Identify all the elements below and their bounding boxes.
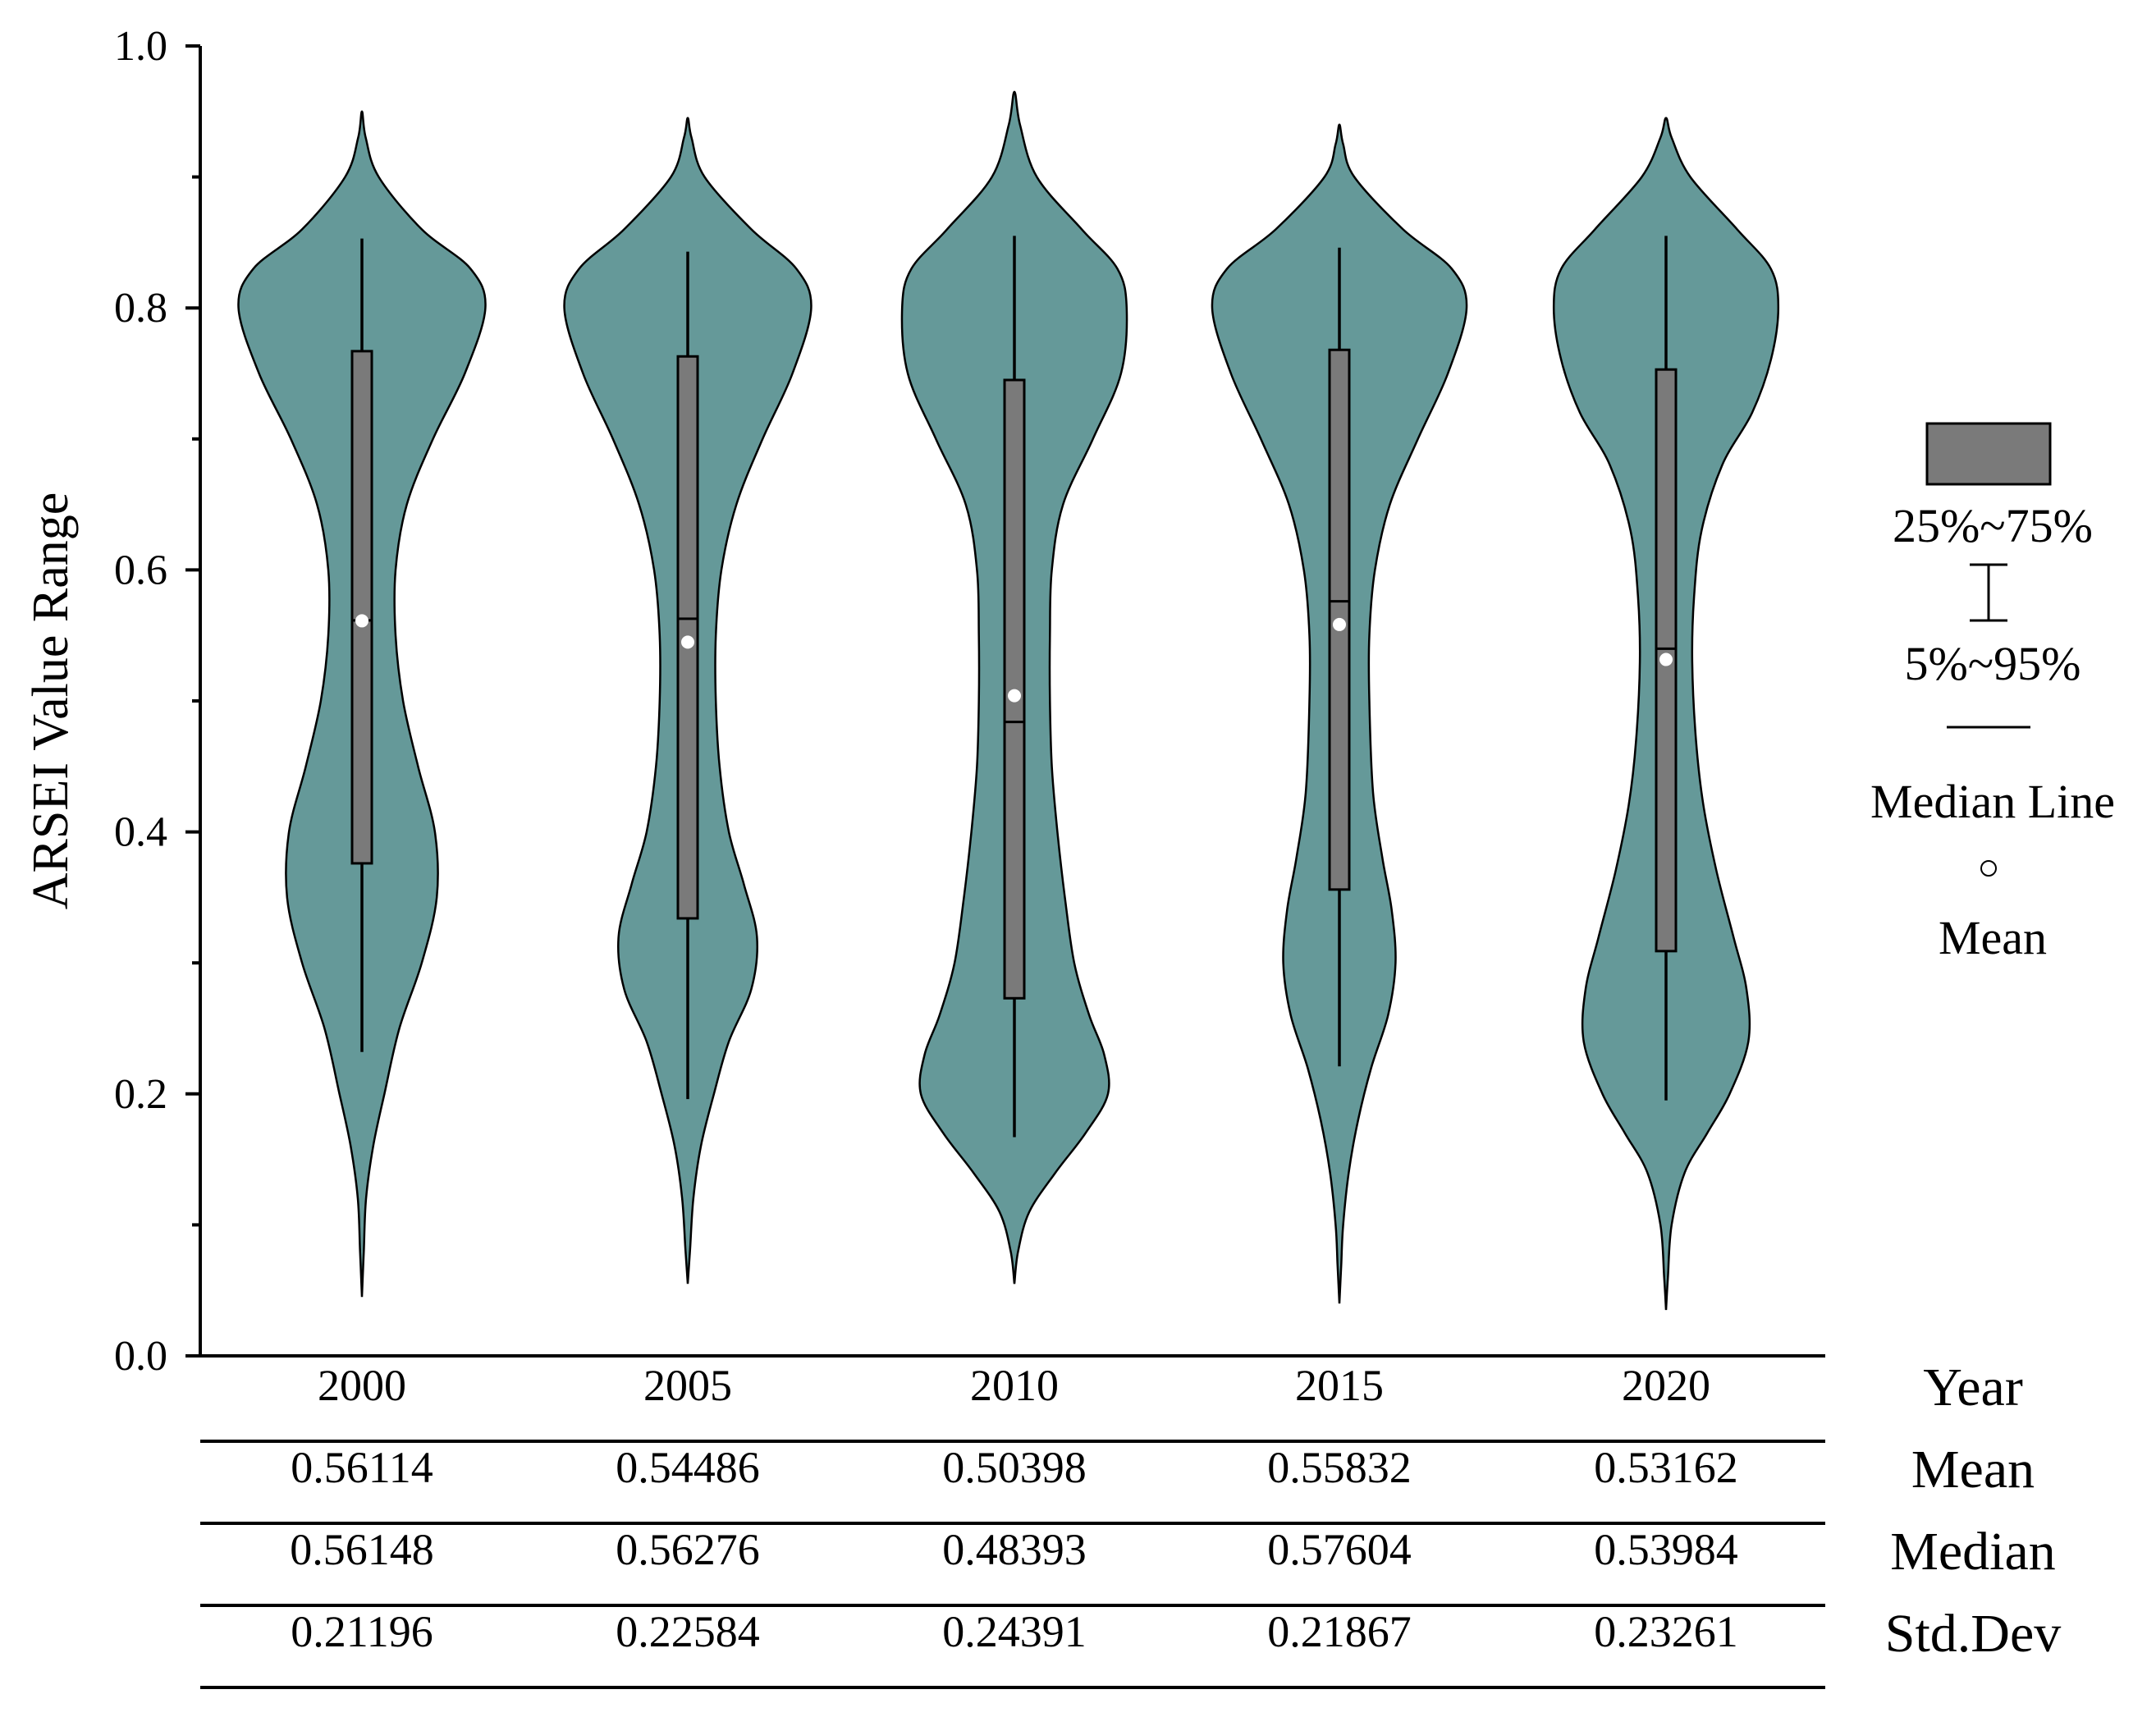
table-cell-year: 2005 [643, 1361, 732, 1410]
table-cell-std: 0.21867 [1267, 1607, 1412, 1656]
table-cell-mean: 0.54486 [616, 1443, 760, 1492]
table-cell-mean: 0.53162 [1594, 1443, 1738, 1492]
mean-marker [681, 635, 694, 649]
mean-marker [1333, 617, 1346, 631]
y-tick-label: 0.6 [114, 547, 167, 593]
table-cell-median: 0.56148 [290, 1525, 434, 1574]
y-ticks: 0.0 0.2 0.4 0.6 0.8 1.0 [114, 23, 200, 1380]
y-axis-title: ARSEI Value Range [23, 492, 79, 910]
table-cell-std: 0.23261 [1594, 1607, 1738, 1656]
table-cell-year: 2015 [1295, 1361, 1384, 1410]
y-tick-label: 0.0 [114, 1333, 167, 1380]
legend-median-label: Median Line [1870, 775, 2115, 828]
table-cell-median: 0.57604 [1267, 1525, 1412, 1574]
table-cell-std: 0.22584 [616, 1607, 760, 1656]
table-row-label: Year [1923, 1358, 2023, 1417]
violins-layer [237, 90, 1780, 1311]
stats-table: 2000 2005 2010 2015 2020 0.56114 0.54486 0.5039… [200, 1358, 2062, 1689]
table-cell-year: 2020 [1622, 1361, 1710, 1410]
table-cell-year: 2010 [970, 1361, 1059, 1410]
legend: 25%~75% 5%~95% Median Line Mean [1870, 422, 2115, 964]
y-tick-label: 1.0 [114, 23, 167, 70]
legend-whisker-label: 5%~95% [1904, 637, 2080, 690]
y-tick-label: 0.2 [114, 1071, 167, 1118]
violin-2015 [1211, 123, 1468, 1304]
legend-box-label: 25%~75% [1893, 499, 2093, 552]
violin-2005 [563, 117, 813, 1284]
legend-mean-marker [1980, 860, 1997, 877]
table-cell-mean: 0.56114 [291, 1443, 433, 1492]
table-cell-median: 0.56276 [616, 1525, 760, 1574]
y-tick-label: 0.8 [114, 285, 167, 332]
table-cell-mean: 0.55832 [1267, 1443, 1412, 1492]
table-cell-median: 0.48393 [942, 1525, 1087, 1574]
table-cell-std: 0.24391 [942, 1607, 1087, 1656]
iqr-box [350, 350, 373, 865]
violin-2010 [900, 90, 1128, 1284]
legend-box-swatch [1925, 422, 2052, 486]
violin-2020 [1552, 117, 1780, 1311]
table-cell-mean: 0.50398 [942, 1443, 1087, 1492]
table-row-label: Mean [1911, 1440, 2035, 1500]
table-cell-median: 0.53984 [1594, 1525, 1738, 1574]
violin-2000 [237, 110, 487, 1298]
legend-mean-label: Mean [1939, 911, 2047, 964]
table-cell-year: 2000 [318, 1361, 406, 1410]
table-cell-std: 0.21196 [291, 1607, 433, 1656]
table-row-label: Median [1890, 1522, 2056, 1582]
iqr-box [1003, 378, 1026, 1000]
mean-marker [1659, 652, 1673, 666]
mean-marker [355, 614, 368, 628]
iqr-box [1328, 348, 1351, 891]
y-tick-label: 0.4 [114, 809, 167, 856]
mean-marker [1008, 689, 1021, 703]
table-row-label: Std.Dev [1885, 1604, 2062, 1664]
